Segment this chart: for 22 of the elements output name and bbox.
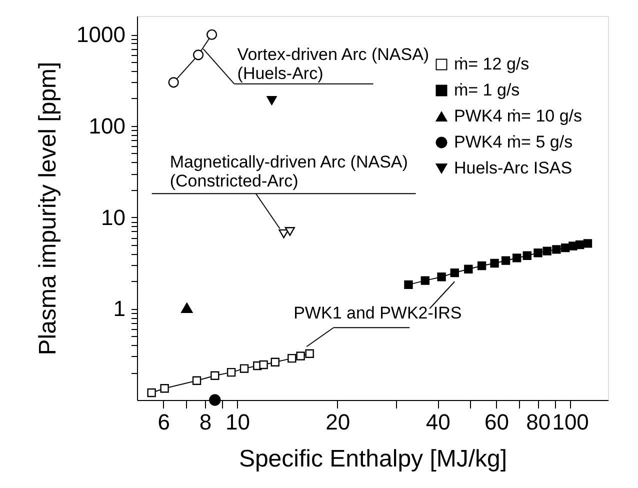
legend-label: Huels-Arc ISAS xyxy=(454,158,572,178)
y-tick-label: 1 xyxy=(113,296,126,322)
x-axis-title: Specific Enthalpy [MJ/kg] xyxy=(238,446,508,472)
y-axis-title: Plasma impurity level [ppm] xyxy=(34,62,62,356)
x-tick-label: 10 xyxy=(225,410,250,434)
x-tick-label: 80 xyxy=(526,410,551,434)
annotation: Vortex-driven Arc (NASA) (Huels-Arc) xyxy=(237,44,430,83)
annotation: Magnetically-driven Arc (NASA) (Constricted-Arc) xyxy=(170,152,408,191)
x-tick-label: 60 xyxy=(484,410,509,434)
legend-label: ṁ= 12 g/s xyxy=(454,54,530,74)
legend-label: ṁ= 1 g/s xyxy=(454,80,520,100)
y-tick-label: 10 xyxy=(101,204,126,230)
annotation: PWK1 and PWK2-IRS xyxy=(294,304,462,323)
legend-label: PWK4 ṁ= 5 g/s xyxy=(454,132,573,152)
y-tick-label: 100 xyxy=(88,113,126,138)
x-tick-label: 8 xyxy=(199,410,212,434)
x-tick-label: 20 xyxy=(326,410,350,434)
y-tick-label: 1000 xyxy=(76,22,126,48)
legend-label: PWK4 ṁ= 10 g/s xyxy=(454,106,582,126)
x-tick-label: 100 xyxy=(552,410,589,434)
x-tick-label: 6 xyxy=(158,410,170,434)
x-tick-label: 40 xyxy=(426,410,450,434)
